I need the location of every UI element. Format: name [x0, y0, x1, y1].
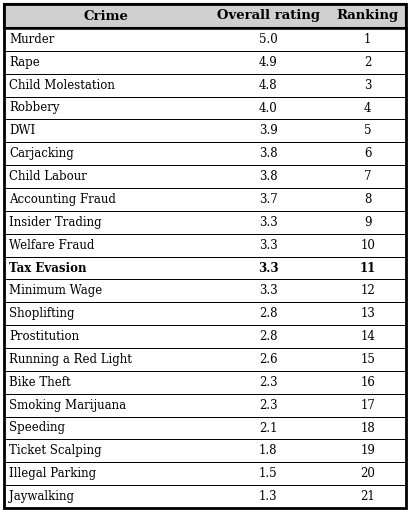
Text: 11: 11: [359, 262, 375, 274]
Text: Accounting Fraud: Accounting Fraud: [9, 193, 116, 206]
Text: 17: 17: [360, 399, 374, 412]
Bar: [4, 257, 405, 280]
Text: Smoking Marijuana: Smoking Marijuana: [9, 399, 126, 412]
Bar: [4, 28, 405, 51]
Bar: [4, 51, 405, 74]
Text: Welfare Fraud: Welfare Fraud: [9, 239, 94, 251]
Text: 1.5: 1.5: [258, 467, 277, 480]
Bar: [4, 371, 405, 394]
Text: 2.1: 2.1: [258, 421, 277, 435]
Bar: [4, 325, 405, 348]
Text: Child Molestation: Child Molestation: [9, 79, 115, 92]
Text: Crime: Crime: [83, 10, 128, 23]
Bar: [4, 188, 405, 211]
Text: 3.3: 3.3: [257, 262, 278, 274]
Text: Running a Red Light: Running a Red Light: [9, 353, 132, 366]
Text: 9: 9: [363, 216, 371, 229]
Text: 10: 10: [360, 239, 374, 251]
Text: Murder: Murder: [9, 33, 54, 46]
Text: 3.3: 3.3: [258, 216, 277, 229]
Text: 4.0: 4.0: [258, 101, 277, 115]
Text: Tax Evasion: Tax Evasion: [9, 262, 86, 274]
Text: 5: 5: [363, 124, 371, 137]
Text: 3.3: 3.3: [258, 239, 277, 251]
Text: Shoplifting: Shoplifting: [9, 307, 74, 320]
Text: Prostitution: Prostitution: [9, 330, 79, 343]
Text: Robbery: Robbery: [9, 101, 59, 115]
Bar: [4, 211, 405, 233]
Text: 3.8: 3.8: [258, 147, 277, 160]
Text: 3.3: 3.3: [258, 284, 277, 297]
Text: DWI: DWI: [9, 124, 35, 137]
Text: 4: 4: [363, 101, 371, 115]
Text: 8: 8: [363, 193, 371, 206]
Text: 4.9: 4.9: [258, 56, 277, 69]
Text: 2.3: 2.3: [258, 399, 277, 412]
Text: 3.8: 3.8: [258, 170, 277, 183]
Text: Jaywalking: Jaywalking: [9, 490, 74, 503]
Text: 2.8: 2.8: [258, 330, 277, 343]
Bar: [4, 97, 405, 119]
Text: 12: 12: [360, 284, 374, 297]
Text: 5.0: 5.0: [258, 33, 277, 46]
Text: 6: 6: [363, 147, 371, 160]
Text: Minimum Wage: Minimum Wage: [9, 284, 102, 297]
Text: 1.8: 1.8: [258, 444, 277, 457]
Text: Bike Theft: Bike Theft: [9, 376, 70, 389]
Text: 1.3: 1.3: [258, 490, 277, 503]
Text: 2.6: 2.6: [258, 353, 277, 366]
Text: 3: 3: [363, 79, 371, 92]
Text: 13: 13: [360, 307, 374, 320]
Text: 2.3: 2.3: [258, 376, 277, 389]
Text: 7: 7: [363, 170, 371, 183]
Text: 2.8: 2.8: [258, 307, 277, 320]
Text: Speeding: Speeding: [9, 421, 65, 435]
Text: 3.9: 3.9: [258, 124, 277, 137]
Text: Ticket Scalping: Ticket Scalping: [9, 444, 101, 457]
Bar: [4, 439, 405, 462]
Bar: [4, 417, 405, 439]
Text: Insider Trading: Insider Trading: [9, 216, 101, 229]
Text: 19: 19: [360, 444, 374, 457]
Bar: [4, 74, 405, 97]
Text: Ranking: Ranking: [336, 10, 398, 23]
Text: 4.8: 4.8: [258, 79, 277, 92]
Bar: [4, 302, 405, 325]
Text: 16: 16: [360, 376, 374, 389]
Bar: [4, 142, 405, 165]
Bar: [4, 4, 405, 28]
Bar: [4, 233, 405, 257]
Text: Rape: Rape: [9, 56, 40, 69]
Bar: [4, 165, 405, 188]
Text: 18: 18: [360, 421, 374, 435]
Bar: [4, 280, 405, 302]
Bar: [4, 462, 405, 485]
Bar: [4, 485, 405, 508]
Text: 20: 20: [360, 467, 374, 480]
Text: 21: 21: [360, 490, 374, 503]
Bar: [4, 348, 405, 371]
Bar: [4, 119, 405, 142]
Text: 2: 2: [363, 56, 371, 69]
Text: 14: 14: [360, 330, 374, 343]
Text: Child Labour: Child Labour: [9, 170, 87, 183]
Text: Carjacking: Carjacking: [9, 147, 74, 160]
Text: Overall rating: Overall rating: [216, 10, 319, 23]
Text: 1: 1: [363, 33, 371, 46]
Text: 3.7: 3.7: [258, 193, 277, 206]
Text: 15: 15: [360, 353, 374, 366]
Text: Illegal Parking: Illegal Parking: [9, 467, 96, 480]
Bar: [4, 394, 405, 417]
